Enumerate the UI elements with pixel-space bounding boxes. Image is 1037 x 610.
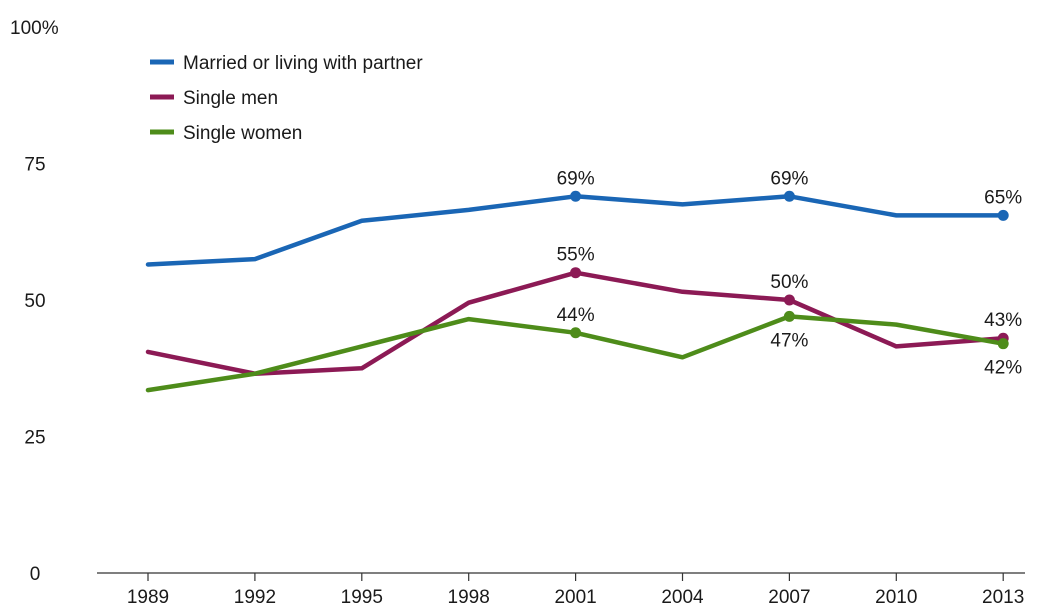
series-point-0 [783, 190, 795, 202]
legend-label: Single men [183, 88, 278, 109]
data-label: 65% [984, 187, 1022, 208]
data-label: 69% [770, 168, 808, 189]
series-point-0 [997, 209, 1009, 221]
legend-label: Single women [183, 123, 302, 144]
y-tick-label: 25 [24, 428, 45, 449]
y-tick-label: 50 [24, 291, 45, 312]
y-tick-label: 75 [24, 155, 45, 176]
x-tick-label: 2013 [982, 587, 1024, 608]
series-point-0 [570, 190, 582, 202]
x-tick-label: 1995 [341, 587, 383, 608]
x-tick-label: 2001 [554, 587, 596, 608]
series-point-1 [783, 294, 795, 306]
data-label: 44% [557, 305, 595, 326]
y-tick-label: 0 [30, 564, 41, 585]
data-label: 50% [770, 272, 808, 293]
data-label: 69% [557, 168, 595, 189]
x-tick-label: 2004 [661, 587, 704, 608]
x-tick-label: 1998 [448, 587, 490, 608]
x-tick-label: 1992 [234, 587, 276, 608]
data-label: 47% [770, 330, 808, 351]
series-point-2 [570, 327, 582, 339]
series-point-2 [997, 338, 1009, 350]
x-tick-label: 2007 [768, 587, 810, 608]
x-tick-label: 2010 [875, 587, 917, 608]
x-tick-label: 1989 [127, 587, 169, 608]
data-label: 55% [557, 245, 595, 266]
data-label: 42% [984, 358, 1022, 379]
y-tick-label: 100% [10, 18, 59, 39]
series-point-1 [570, 267, 582, 279]
series-point-2 [783, 310, 795, 322]
legend-label: Married or living with partner [183, 53, 423, 74]
data-label: 43% [984, 310, 1022, 331]
